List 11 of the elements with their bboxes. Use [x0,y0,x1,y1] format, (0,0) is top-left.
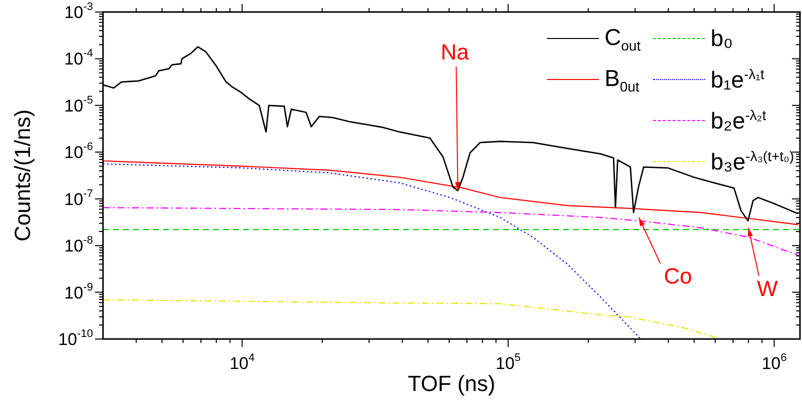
legend-label: b₃e$^{-λ₃(t+t₀)}$ [710,148,794,176]
legend-label: C$_{out}$ [604,24,641,54]
annotation: Co [664,264,692,289]
legend-label: b₀ [710,25,733,52]
x-axis-title: TOF (ns) [408,371,496,396]
annotation: Na [440,40,470,65]
legend-label: B$_{0ut}$ [604,64,640,94]
annotation: W [757,276,778,301]
y-axis-title: Counts/(1/ns) [10,109,36,242]
legend-label: b₂e$^{-λ₂t}$ [710,106,766,134]
legend-label: b₁e$^{-λ₁t}$ [710,66,764,94]
